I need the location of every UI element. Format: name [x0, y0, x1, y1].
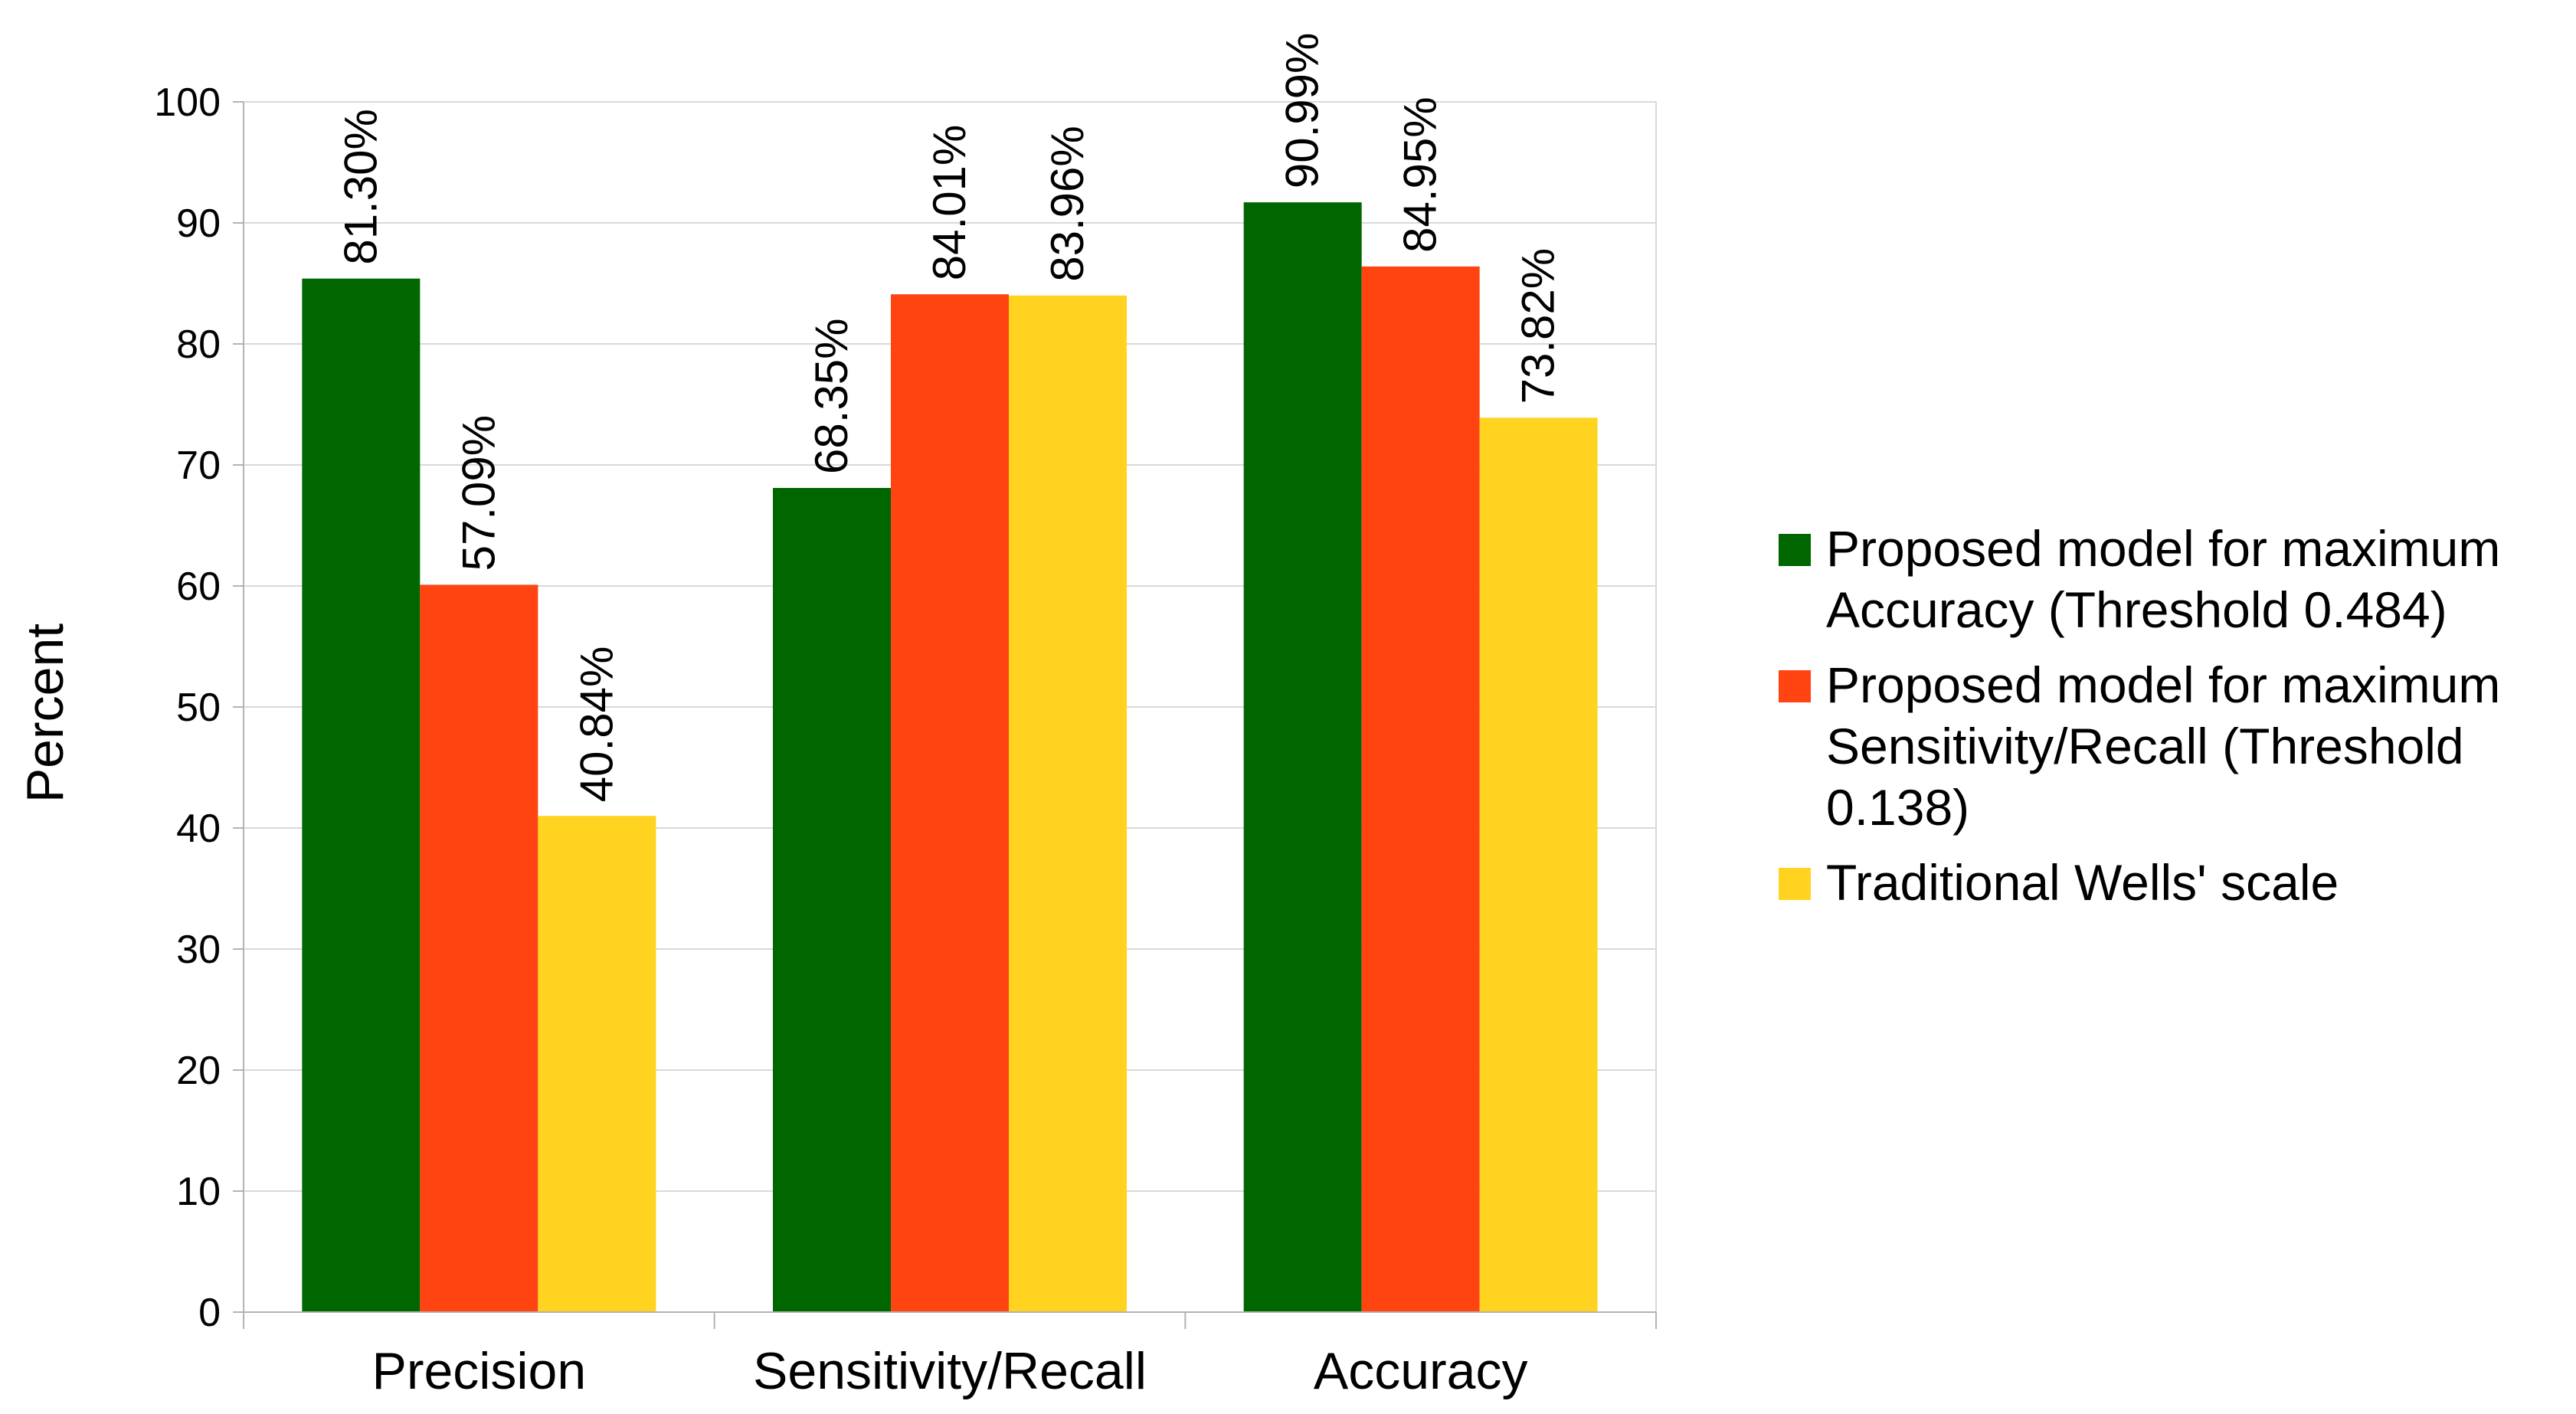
bar: [1361, 266, 1480, 1312]
y-tick-label: 40: [176, 807, 221, 851]
bars: [302, 202, 1598, 1313]
legend-label: Proposed model for maximum: [1826, 656, 2500, 713]
legend-label: Traditional Wells' scale: [1826, 854, 2339, 911]
data-label: 68.35%: [806, 319, 857, 475]
x-category-label: Accuracy: [1314, 1342, 1528, 1400]
data-labels: 81.30% 57.09% 40.84% 68.35% 84.01% 83.96% 90.9…: [335, 33, 1563, 803]
bar: [1243, 202, 1362, 1312]
data-label: 40.84%: [571, 646, 622, 803]
x-category-label: Sensitivity/Recall: [753, 1342, 1147, 1400]
y-tick-label: 10: [176, 1170, 221, 1214]
legend-swatch: [1779, 670, 1811, 702]
y-tick-label: 20: [176, 1049, 221, 1093]
data-label: 57.09%: [453, 415, 504, 571]
data-label: 90.99%: [1277, 33, 1328, 189]
data-label: 73.82%: [1513, 248, 1564, 404]
bar: [1009, 295, 1127, 1312]
y-tick-label: 70: [176, 444, 221, 488]
legend-label: Accuracy (Threshold 0.484): [1826, 581, 2447, 638]
y-tick-label: 60: [176, 565, 221, 609]
y-tick-label: 30: [176, 928, 221, 972]
y-tick-label: 0: [198, 1291, 221, 1335]
y-axis-title: Percent: [16, 624, 74, 803]
legend-label: 0.138): [1826, 779, 1969, 836]
bar: [891, 294, 1009, 1313]
bar: [1479, 417, 1598, 1312]
data-label: 84.95%: [1395, 97, 1446, 253]
data-label: 81.30%: [335, 109, 386, 265]
legend-label: Proposed model for maximum: [1826, 520, 2500, 577]
x-category-label: Precision: [372, 1342, 586, 1400]
data-label: 83.96%: [1042, 126, 1093, 282]
bar: [538, 816, 656, 1312]
bar: [420, 584, 538, 1312]
data-label: 84.01%: [924, 125, 975, 281]
bar: [302, 278, 421, 1313]
y-tick-label: 50: [176, 686, 221, 730]
legend-swatch: [1779, 868, 1811, 900]
legend-swatch: [1779, 534, 1811, 566]
y-tick-label: 80: [176, 322, 221, 367]
y-tick-label: 100: [154, 80, 221, 125]
legend-label: Sensitivity/Recall (Threshold: [1826, 718, 2464, 774]
axes: 0 10 20 30 40 50 60 70 80 90 100 Precision Sensitivi…: [154, 80, 1657, 1400]
bar: [773, 488, 891, 1312]
y-tick-label: 90: [176, 201, 221, 246]
